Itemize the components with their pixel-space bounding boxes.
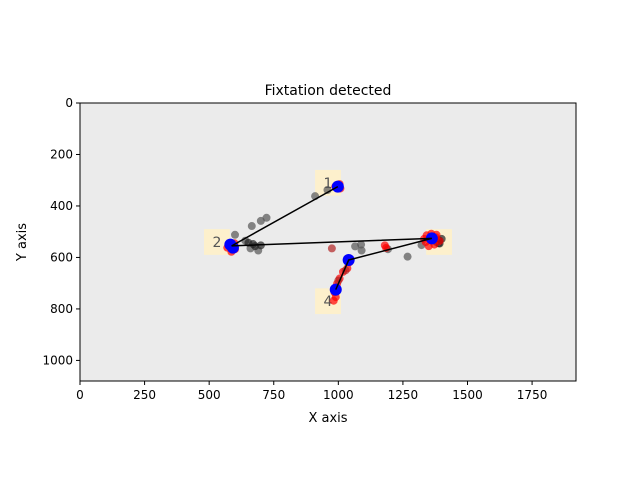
- chart-title: Fixtation detected: [265, 83, 392, 99]
- scanpath-line: [231, 186, 433, 290]
- y-tick-label: 400: [50, 199, 73, 213]
- plot-frame: [79, 102, 577, 382]
- gaze-point: [327, 244, 336, 253]
- x-tick-label: 750: [262, 388, 285, 402]
- x-tick-label: 500: [198, 388, 221, 402]
- x-tick-label: 1250: [388, 388, 419, 402]
- y-axis-label: Y axis: [15, 223, 30, 262]
- gaze-point: [357, 240, 366, 249]
- gaze-point: [357, 246, 366, 255]
- x-tick-label: 0: [76, 388, 84, 402]
- x-tick-label: 250: [133, 388, 156, 402]
- x-tick-label: 1500: [452, 388, 483, 402]
- gaze-point: [403, 252, 412, 261]
- y-tick-label: 600: [50, 250, 73, 264]
- y-tick-label: 200: [50, 147, 73, 161]
- fixation-point: [226, 241, 239, 254]
- y-tick-label: 800: [50, 302, 73, 316]
- region-label: 1: [324, 176, 333, 192]
- gaze-point: [231, 230, 239, 239]
- x-axis-ticks: 0 250 500 750 1000 1250 1500 1750: [76, 381, 547, 402]
- region-label: 4: [324, 294, 333, 310]
- region-label: 2: [212, 235, 221, 251]
- scanpath: [231, 186, 433, 290]
- y-tick-label: 0: [65, 96, 73, 110]
- y-tick-label: 1000: [42, 353, 73, 367]
- y-axis-ticks: 0 200 400 600 800 1000: [42, 96, 80, 367]
- x-axis-label: X axis: [308, 411, 347, 426]
- gaze-point: [247, 222, 256, 231]
- gaze-point: [262, 213, 271, 222]
- x-tick-label: 1750: [517, 388, 548, 402]
- x-tick-label: 1000: [323, 388, 354, 402]
- gaze-point: [329, 296, 338, 305]
